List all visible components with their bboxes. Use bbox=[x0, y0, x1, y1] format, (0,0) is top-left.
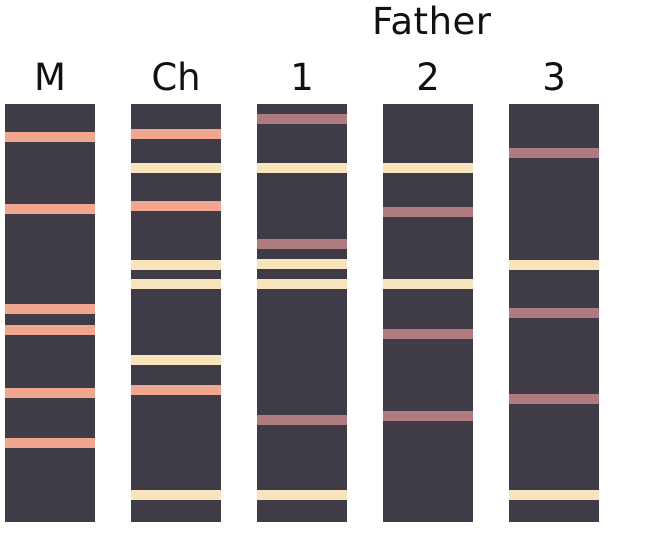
dna-band bbox=[5, 304, 95, 315]
dna-band bbox=[257, 415, 347, 425]
dna-band bbox=[509, 147, 599, 158]
dna-band bbox=[131, 384, 221, 395]
dna-band bbox=[257, 278, 347, 289]
dna-band bbox=[131, 278, 221, 289]
dna-band bbox=[5, 131, 95, 142]
gel-lane-father-2 bbox=[383, 104, 473, 522]
dna-band bbox=[131, 163, 221, 174]
dna-band bbox=[509, 394, 599, 405]
lane-label-father-2: 2 bbox=[416, 56, 440, 99]
dna-band bbox=[5, 325, 95, 336]
dna-band bbox=[383, 206, 473, 217]
gel-lane-father-1 bbox=[257, 104, 347, 522]
dna-band bbox=[5, 387, 95, 398]
gel-lane-mother bbox=[5, 104, 95, 522]
lane-label-father-1: 1 bbox=[290, 56, 314, 99]
father-group-label: Father bbox=[372, 0, 492, 43]
dna-band bbox=[131, 489, 221, 500]
dna-band bbox=[257, 489, 347, 500]
dna-band bbox=[131, 355, 221, 366]
dna-band bbox=[131, 128, 221, 139]
lane-label-child: Ch bbox=[151, 56, 201, 99]
dna-band bbox=[5, 438, 95, 449]
gel-lane-child bbox=[131, 104, 221, 522]
dna-band bbox=[257, 163, 347, 174]
lane-label-mother: M bbox=[34, 56, 66, 99]
dna-band bbox=[509, 489, 599, 500]
gel-lane-father-3 bbox=[509, 104, 599, 522]
dna-band bbox=[383, 278, 473, 289]
dna-band bbox=[257, 259, 347, 270]
dna-band bbox=[509, 308, 599, 318]
dna-band bbox=[257, 239, 347, 250]
lane-label-father-3: 3 bbox=[542, 56, 566, 99]
dna-band bbox=[383, 328, 473, 339]
dna-band bbox=[383, 410, 473, 421]
dna-band bbox=[383, 163, 473, 174]
dna-band bbox=[5, 204, 95, 215]
dna-band bbox=[509, 259, 599, 270]
dna-band bbox=[131, 201, 221, 212]
dna-band bbox=[131, 259, 221, 270]
dna-band bbox=[257, 114, 347, 125]
